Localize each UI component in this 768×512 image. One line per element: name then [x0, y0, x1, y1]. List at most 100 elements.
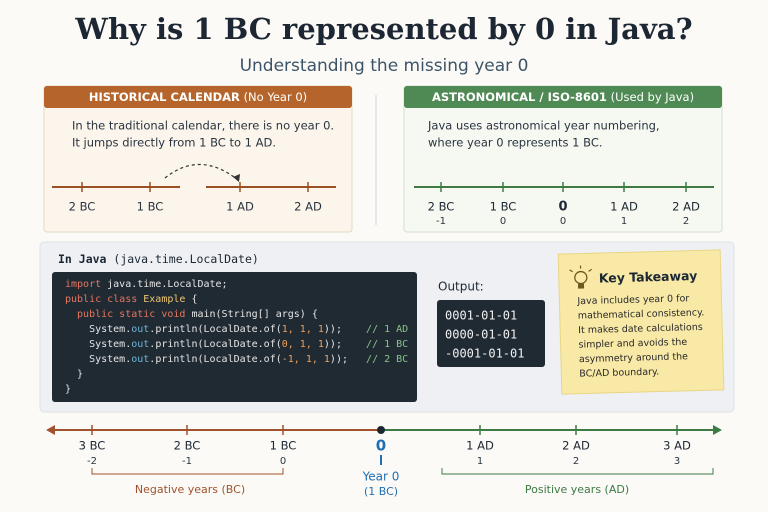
- year-number: 0: [500, 216, 506, 227]
- code-token: java.time.LocalDate;: [101, 279, 227, 290]
- heading-main: HISTORICAL CALENDAR: [89, 90, 240, 104]
- tick-label: 2 AD: [672, 200, 700, 214]
- code-token: }: [65, 384, 71, 395]
- year-number: 0: [560, 216, 566, 227]
- code-token: public static void: [65, 309, 185, 320]
- zero-dot: [377, 426, 385, 434]
- code-line: System.out.println(LocalDate.of(-1, 1, 1…: [65, 354, 408, 365]
- year-number: 0: [280, 456, 286, 467]
- takeaway-title: Key Takeaway: [599, 268, 698, 286]
- tick-label: 3 BC: [79, 439, 106, 453]
- tick-label: 1 AD: [466, 439, 494, 453]
- takeaway-text: mathematical consistency.: [578, 307, 705, 321]
- code-token: System.: [65, 354, 131, 365]
- year-number: 1: [477, 456, 483, 467]
- left-arrow: [46, 425, 55, 435]
- tick-label: 1 BC: [270, 439, 297, 453]
- code-line: import java.time.LocalDate;: [65, 279, 228, 290]
- takeaway-text: simpler and avoids the: [578, 337, 687, 351]
- code-line: }: [65, 369, 83, 380]
- tick-label: 2 BC: [428, 200, 455, 214]
- sticky-note: Key Takeaway Java includes year 0 formath…: [557, 249, 725, 395]
- output-box: [437, 300, 545, 367]
- code-line: System.out.println(LocalDate.of(0, 1, 1)…: [65, 339, 408, 350]
- negative-label: Negative years (BC): [135, 483, 245, 496]
- output-line: -0001-01-01: [445, 347, 524, 361]
- bulb-base: [577, 283, 585, 289]
- code-line: public static void main(String[] args) {: [65, 309, 318, 320]
- heading-note: (Used by Java): [611, 90, 694, 104]
- tick-label: 1 BC: [137, 200, 164, 214]
- heading-main: In Java: [58, 252, 107, 266]
- java-heading: In Java (java.time.LocalDate): [58, 252, 259, 266]
- code-token: // 1 BC: [342, 339, 408, 350]
- tick-label: 2 BC: [69, 200, 96, 214]
- code-token: ));: [324, 339, 342, 350]
- takeaway-text: asymmetry around the: [579, 351, 688, 365]
- positive-bracket: [441, 468, 714, 475]
- takeaway-text: BC/AD boundary.: [579, 367, 659, 380]
- panel-text: In the traditional calendar, there is no…: [72, 119, 334, 133]
- right-arrow: [713, 425, 722, 435]
- code-token: }: [65, 369, 83, 380]
- zero-label: Year 0: [362, 470, 400, 484]
- tick-label: 2 AD: [562, 439, 590, 453]
- code-token: public class: [65, 294, 137, 305]
- tick-label: 1 AD: [610, 200, 638, 214]
- code-token: System.: [65, 324, 131, 335]
- code-token: .println(LocalDate.of(: [149, 324, 281, 335]
- code-token: .println(LocalDate.of(: [149, 354, 281, 365]
- takeaway-text: It makes date calculations: [578, 322, 703, 336]
- code-token: out: [131, 354, 149, 365]
- code-box: [52, 272, 417, 402]
- arrow-head: [233, 174, 240, 182]
- positive-label: Positive years (AD): [525, 483, 629, 496]
- negative-bracket: [91, 468, 284, 475]
- year-number: 2: [573, 456, 579, 467]
- code-token: out: [131, 339, 149, 350]
- historical-header: [44, 86, 352, 108]
- zero-value: 0: [376, 437, 386, 455]
- code-token: // 1 AD: [342, 324, 408, 335]
- tick-label: 3 AD: [663, 439, 691, 453]
- code-token: out: [131, 324, 149, 335]
- tick-label: 2 BC: [174, 439, 201, 453]
- code-line: }: [65, 384, 71, 395]
- subtitle: Understanding the missing year 0: [240, 56, 529, 76]
- tick-label: 1 AD: [226, 200, 254, 214]
- output-label: Output:: [438, 280, 484, 294]
- title: Why is 1 BC represented by 0 in Java?: [74, 12, 692, 46]
- year-number: 1: [621, 216, 627, 227]
- tick-label: 1 BC: [490, 200, 517, 214]
- code-token: // 2 BC: [348, 354, 408, 365]
- panel-text: It jumps directly from 1 BC to 1 AD.: [72, 136, 276, 150]
- panel-text: Java uses astronomical year numbering,: [427, 119, 660, 133]
- panel-heading: ASTRONOMICAL / ISO-8601 (Used by Java): [432, 90, 694, 104]
- code-token: System.: [65, 339, 131, 350]
- code-token: 1, 1, 1: [282, 324, 324, 335]
- zero-note: (1 BC): [364, 485, 398, 498]
- tick-label: 2 AD: [294, 200, 322, 214]
- year-number: 3: [674, 456, 680, 467]
- code-token: ));: [330, 354, 348, 365]
- code-token: 0, 1, 1: [282, 339, 324, 350]
- output-line: 0000-01-01: [445, 328, 517, 342]
- jump-arrow: [164, 163, 239, 181]
- heading-note: (No Year 0): [244, 90, 308, 104]
- tick-label: 0: [558, 200, 567, 215]
- code-token: {: [185, 294, 197, 305]
- panel-text: where year 0 represents 1 BC.: [428, 136, 603, 150]
- code-token: .println(LocalDate.of(: [149, 339, 281, 350]
- code-token: ));: [324, 324, 342, 335]
- code-token: import: [65, 279, 101, 290]
- code-token: main(String[] args) {: [185, 309, 317, 320]
- year-number: -2: [87, 456, 97, 467]
- note-paper: [557, 249, 725, 395]
- code-token: -1, 1, 1: [282, 354, 330, 365]
- year-number: 2: [683, 216, 689, 227]
- takeaway-text: Java includes year 0 for: [576, 293, 689, 307]
- heading-note: (java.time.LocalDate): [113, 252, 258, 266]
- heading-main: ASTRONOMICAL / ISO-8601: [432, 90, 607, 104]
- output-line: 0001-01-01: [445, 309, 517, 323]
